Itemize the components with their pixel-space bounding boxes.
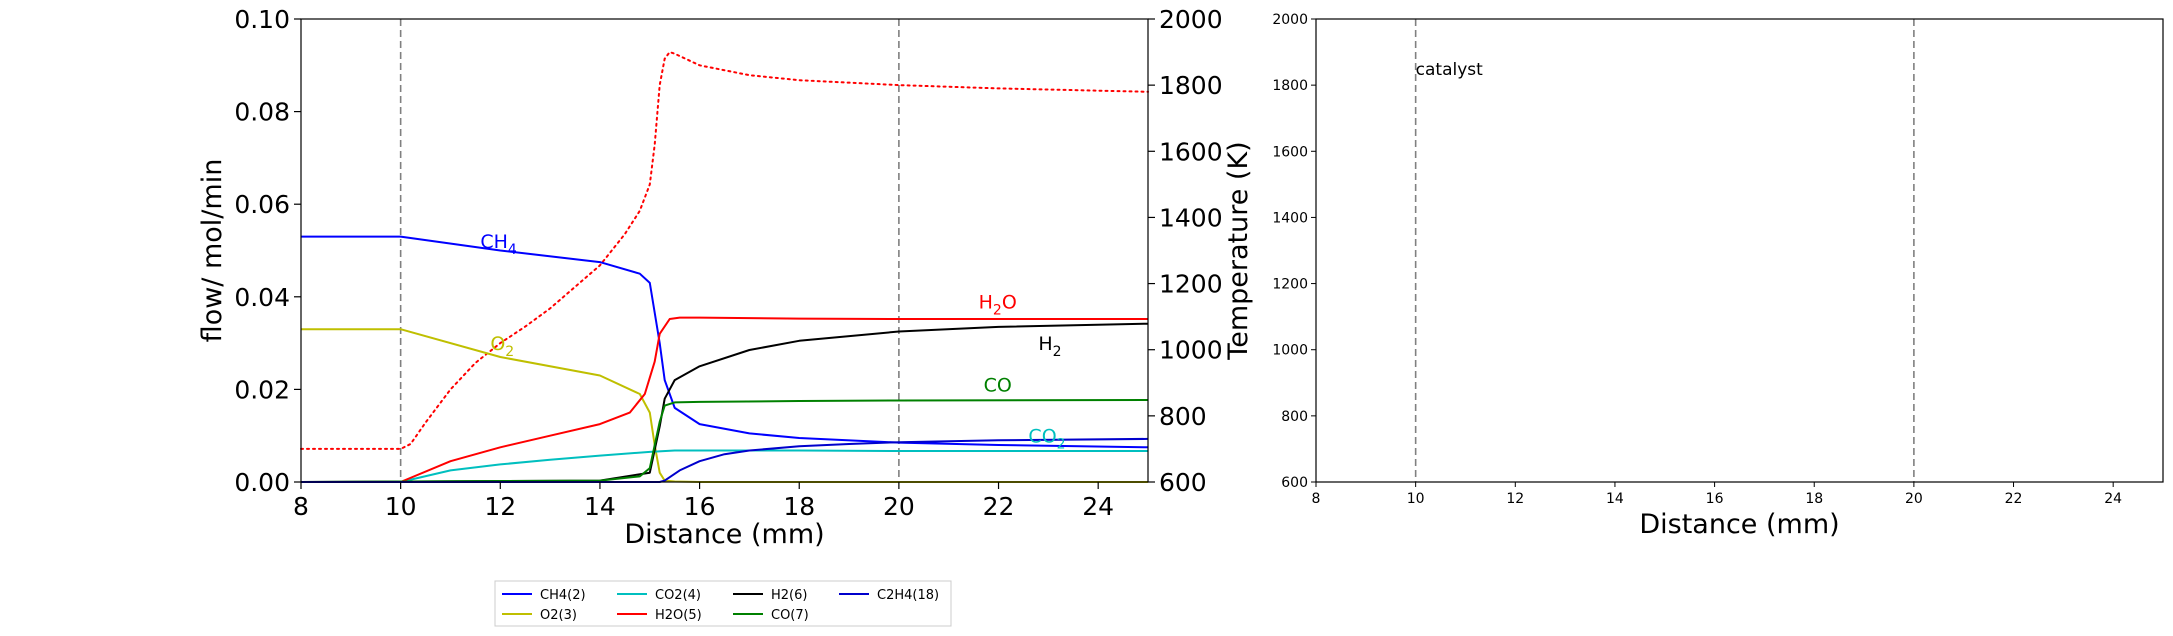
- x-tick-label: 18: [1805, 491, 1823, 507]
- y-tick-label: 0.04: [234, 283, 290, 312]
- y2-axis-label: Temperature (K): [1223, 141, 1254, 360]
- y-axis-ticks: 0.00 0.02 0.04 0.06 0.08 0.10: [234, 5, 301, 497]
- flow-temperature-chart: 8 10 12 14 16 18 20 22 24 0.000.020.040.060.080.…: [197, 5, 1254, 550]
- x-tick-label: 10: [385, 492, 417, 521]
- x-tick-label: 20: [883, 492, 915, 521]
- y-tick-label: 1400: [1272, 210, 1308, 226]
- plot-area-frame: [300, 18, 1149, 483]
- x-tick-label: 12: [1506, 491, 1524, 507]
- species-flow-curves: [300, 235, 1149, 483]
- series-line-co7: [300, 399, 1149, 483]
- x-tick-label: 22: [2005, 491, 2023, 507]
- legend-entry: H2(6): [771, 588, 807, 603]
- y2-axis-ticks: 600 800 1000 1200 1400 1600 1800 2000: [1148, 5, 1223, 497]
- x-tick-label: 16: [684, 492, 716, 521]
- catalyst-boundary-lines: [399, 19, 900, 482]
- catalyst-boundary-lines: [1414, 19, 1915, 482]
- species-label: H2O: [979, 291, 1017, 318]
- series-line-co24: [301, 449, 1148, 483]
- legend-box: [494, 580, 952, 627]
- species-label: CH4: [480, 231, 517, 258]
- y2-tick-label: 800: [1159, 402, 1207, 431]
- y-tick-label: 0.02: [234, 375, 290, 404]
- y-tick-label: 0.08: [234, 98, 290, 127]
- x-tick-label: 10: [1407, 491, 1425, 507]
- x-axis-ticks: 8 10 12 14 16 18 20 22 24: [1312, 482, 2122, 507]
- x-tick-label: 24: [1082, 492, 1114, 521]
- x-tick-label: 18: [783, 492, 815, 521]
- y-tick-label: 600: [1281, 475, 1308, 491]
- legend-entry: CH4(2): [540, 588, 586, 603]
- x-tick-label: 24: [2104, 491, 2122, 507]
- species-label: CO2: [1028, 426, 1065, 453]
- y-tick-label: 1200: [1272, 277, 1308, 293]
- y-tick-label: 1000: [1272, 343, 1308, 359]
- y2-tick-label: 2000: [1159, 5, 1223, 34]
- y-tick-label: 2000: [1272, 12, 1308, 28]
- legend-entry: C2H4(18): [877, 588, 939, 603]
- legend-entry: O2(3): [540, 608, 577, 623]
- x-tick-label: 22: [983, 492, 1015, 521]
- y-tick-label: 0.10: [234, 5, 290, 34]
- legend-entry: CO2(4): [655, 588, 701, 603]
- y-tick-label: 1800: [1272, 78, 1308, 94]
- x-axis-label: Distance (mm): [1639, 509, 1839, 540]
- species-label: H2: [1038, 333, 1061, 360]
- plot-area-frame: [1315, 18, 2164, 483]
- legend-entry: H2O(5): [655, 608, 702, 623]
- y2-tick-label: 600: [1159, 468, 1207, 497]
- x-tick-label: 12: [484, 492, 516, 521]
- species-label: CO: [984, 375, 1012, 397]
- y2-tick-label: 1800: [1159, 71, 1223, 100]
- y2-tick-label: 1000: [1159, 336, 1223, 365]
- x-axis-ticks: 8 10 12 14 16 18 20 22 24: [293, 482, 1114, 521]
- x-tick-label: 14: [1606, 491, 1624, 507]
- series-line-h2o5: [301, 316, 1148, 483]
- y-tick-label: 0.00: [234, 468, 290, 497]
- y2-tick-label: 1600: [1159, 137, 1223, 166]
- temperature-chart: 8 10 12 14 16 18 20 22 24 600 800 1000 1200 1400 1600…: [1272, 12, 2164, 540]
- y-axis-ticks: 600 800 1000 1200 1400 1600 1800 2000: [1272, 12, 1316, 491]
- x-tick-label: 20: [1905, 491, 1923, 507]
- species-label: O2: [490, 333, 514, 360]
- x-axis-label: Distance (mm): [624, 519, 824, 550]
- x-tick-label: 8: [293, 492, 309, 521]
- y-tick-label: 1600: [1272, 144, 1308, 160]
- temperature-curve: [300, 50, 1149, 450]
- x-tick-label: 14: [584, 492, 616, 521]
- temperature-line: [300, 50, 1149, 450]
- series-line-c2h418: [301, 437, 1149, 483]
- x-tick-label: 8: [1312, 491, 1321, 507]
- y-tick-label: 800: [1281, 409, 1308, 425]
- y2-tick-label: 1400: [1159, 203, 1223, 232]
- species-labels: CH4 O2 H2O H2 CO CO2: [480, 231, 1065, 452]
- y2-tick-label: 1200: [1159, 270, 1223, 299]
- y-axis-label: flow/ mol/min: [197, 159, 228, 343]
- catalyst-annotation: catalyst: [1416, 60, 1483, 80]
- legend-entry: CO(7): [771, 608, 809, 623]
- x-tick-label: 16: [1706, 491, 1724, 507]
- series-line-ch42: [301, 235, 1149, 449]
- legend: CH4(2) O2(3) CO2(4) H2O(5) H2(6) CO(7) C2H4(18…: [494, 580, 952, 627]
- y-tick-label: 0.06: [234, 190, 290, 219]
